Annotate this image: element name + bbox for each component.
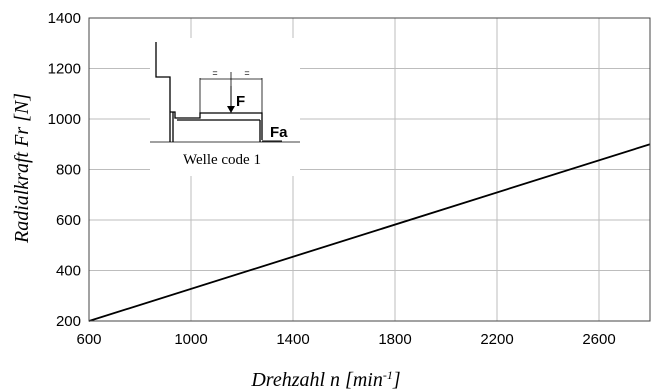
x-axis-title: Drehzahl n [min-1] bbox=[250, 368, 400, 391]
y-tick-labels: 200 400 600 800 1000 1200 1400 bbox=[48, 10, 81, 330]
x-axis-title-superscript: -1 bbox=[383, 368, 393, 382]
equal-mark-right: = bbox=[244, 68, 249, 78]
x-tick-label: 2600 bbox=[582, 331, 615, 348]
y-tick-label: 1000 bbox=[48, 111, 81, 128]
force-label: F bbox=[236, 93, 245, 110]
series-layer bbox=[88, 143, 651, 322]
y-tick-label: 1200 bbox=[48, 61, 81, 78]
y-tick-label: 1400 bbox=[48, 10, 81, 27]
y-axis-title: Radialkraft Fr [N] bbox=[11, 93, 33, 244]
x-tick-label: 1800 bbox=[378, 331, 411, 348]
shaft-drawing bbox=[155, 42, 263, 142]
x-tick-label: 600 bbox=[76, 331, 101, 348]
y-tick-label: 200 bbox=[56, 313, 81, 330]
shaft-inset: = = F Fa Welle code 1 bbox=[150, 38, 300, 176]
x-tick-label: 2200 bbox=[480, 331, 513, 348]
x-tick-label: 1000 bbox=[174, 331, 207, 348]
y-tick-label: 800 bbox=[56, 162, 81, 179]
series-line bbox=[88, 143, 651, 322]
y-tick-label: 400 bbox=[56, 263, 81, 280]
inset-caption: Welle code 1 bbox=[183, 152, 261, 168]
x-tick-labels: 600 1000 1400 1800 2200 2600 bbox=[76, 331, 615, 348]
equal-mark-left: = bbox=[212, 68, 217, 78]
inset-background bbox=[150, 38, 300, 176]
x-tick-label: 1400 bbox=[276, 331, 309, 348]
y-tick-label: 600 bbox=[56, 212, 81, 229]
force-arrow-head bbox=[227, 106, 235, 113]
axial-force-label: Fa bbox=[270, 124, 288, 141]
plot-border bbox=[88, 17, 651, 322]
